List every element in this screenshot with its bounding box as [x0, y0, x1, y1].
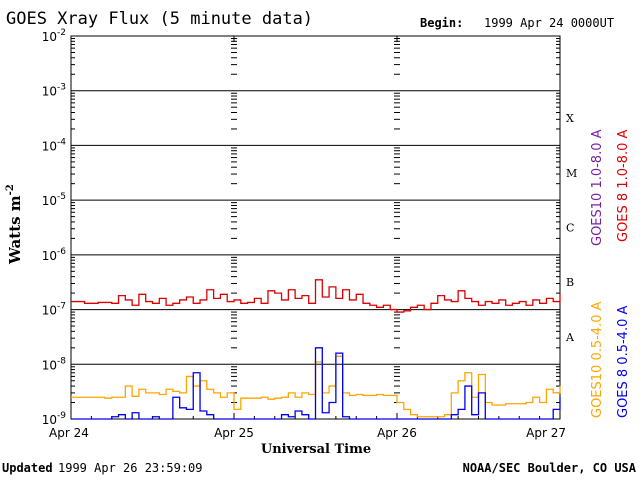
- y-tick-label: 10-2: [42, 28, 66, 44]
- y-tick-label: 10-4: [42, 137, 67, 153]
- y-tick-labels: 10-210-310-410-510-610-710-810-9: [42, 28, 67, 427]
- y-tick-base: 10: [42, 139, 57, 153]
- x-axis-label: Universal Time: [261, 442, 371, 457]
- flare-class-label: C: [566, 222, 574, 235]
- y-axis-label-sup: -2: [5, 184, 16, 195]
- x-tick-label: Apr 24: [49, 426, 89, 440]
- y-tick-base: 10: [42, 413, 57, 427]
- y-tick-exp: -6: [57, 247, 66, 257]
- flare-class-label: M: [566, 167, 577, 180]
- updated-value: 1999 Apr 26 23:59:09: [58, 461, 203, 475]
- y-tick-base: 10: [42, 30, 57, 44]
- y-tick-base: 10: [42, 249, 57, 263]
- y-tick-label: 10-7: [42, 302, 66, 318]
- series-line: [71, 279, 561, 313]
- y-tick-exp: -7: [57, 302, 66, 312]
- y-tick-label: 10-6: [42, 247, 67, 263]
- y-tick-label: 10-3: [42, 83, 66, 99]
- y-tick-label: 10-9: [42, 411, 67, 427]
- series-line: [71, 347, 561, 420]
- legend-entry: GOES 8 0.5-4.0 A: [616, 306, 631, 418]
- legend-entry: GOES10 0.5-4.0 A: [590, 301, 605, 418]
- grid-lines: [71, 90, 560, 365]
- y-tick-base: 10: [42, 304, 57, 318]
- y-tick-exp: -8: [57, 356, 66, 366]
- y-tick-exp: -2: [57, 28, 66, 38]
- y-tick-exp: -3: [57, 83, 66, 93]
- legend-entry: GOES10 1.0-8.0 A: [590, 129, 605, 246]
- begin-value: 1999 Apr 24 0000UT: [484, 16, 614, 30]
- data-series: [71, 279, 561, 420]
- flare-class-labels: X M C B A: [565, 112, 577, 344]
- x-tick-labels: Apr 24 Apr 25 Apr 26 Apr 27: [49, 426, 566, 440]
- y-tick-base: 10: [42, 358, 57, 372]
- x-tick-label: Apr 27: [526, 426, 566, 440]
- y-tick-exp: -5: [57, 192, 66, 202]
- updated-label: Updated: [2, 461, 53, 475]
- y-tick-label: 10-8: [42, 356, 67, 372]
- flare-class-label: X: [566, 112, 574, 125]
- y-tick-exp: -9: [57, 411, 66, 421]
- chart-title: GOES Xray Flux (5 minute data): [6, 9, 313, 29]
- tick-marks: [70, 36, 561, 419]
- y-axis-label: Watts m-2: [5, 184, 24, 265]
- legend-entry: GOES 8 1.0-8.0 A: [616, 130, 631, 242]
- y-axis-label-main: Watts m: [6, 195, 24, 265]
- flare-class-label: A: [565, 331, 575, 344]
- legend: GOES10 1.0-8.0 A GOES 8 1.0-8.0 A GOES10 0…: [590, 129, 631, 418]
- flare-class-label: B: [566, 276, 574, 289]
- x-tick-label: Apr 25: [214, 426, 254, 440]
- begin-label: Begin:: [420, 16, 463, 30]
- credit: NOAA/SEC Boulder, CO USA: [463, 461, 637, 475]
- x-tick-label: Apr 26: [377, 426, 417, 440]
- y-tick-exp: -4: [57, 137, 66, 147]
- y-tick-base: 10: [42, 194, 57, 208]
- y-tick-base: 10: [42, 85, 57, 99]
- y-tick-label: 10-5: [42, 192, 66, 208]
